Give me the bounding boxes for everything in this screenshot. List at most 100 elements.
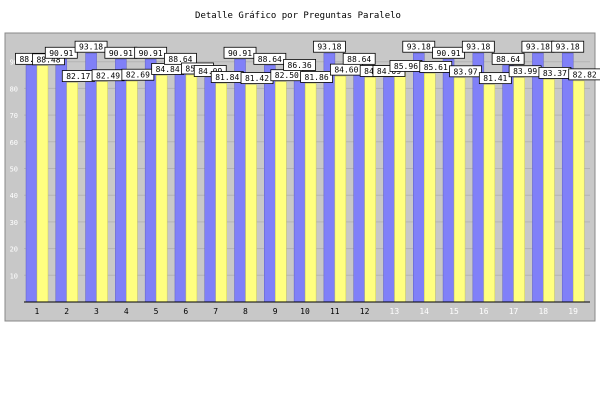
data-label: 85.61 [424, 63, 448, 72]
bar-series-a [502, 65, 514, 303]
x-tick-label: 11 [330, 307, 340, 316]
bar-series-a [144, 59, 157, 303]
x-tick-label: 7 [213, 307, 218, 316]
bar-series-a [174, 65, 187, 303]
data-label: 93.18 [466, 43, 490, 52]
bar-series-a [323, 52, 336, 303]
x-tick-label: 16 [479, 307, 489, 316]
data-label-box [551, 40, 585, 53]
data-label: 81.84 [215, 73, 239, 82]
data-label: 82.49 [96, 71, 120, 80]
bars [25, 52, 585, 303]
bar-series-b [304, 83, 317, 303]
bar-series-b [185, 74, 198, 303]
x-tick-label: 6 [183, 307, 188, 316]
data-label-box [164, 52, 197, 65]
data-label: 88.64 [496, 55, 520, 64]
bar-series-a [204, 77, 216, 303]
data-label: 90.91 [437, 49, 461, 58]
y-tick-label: 10 [10, 272, 18, 280]
x-axis-labels: 1 2 3 4 5 6 7 8 9 10 11 12 13 14 15 16 17 18 19 [34, 307, 578, 316]
x-tick-label: 18 [538, 307, 548, 316]
bar-series-b [334, 75, 347, 303]
data-label: 90.91 [139, 49, 163, 58]
data-label: 81.41 [483, 74, 507, 83]
data-label: 88.64 [19, 55, 43, 64]
data-label: 84.09 [377, 67, 401, 76]
data-label-box [491, 52, 525, 65]
bar-series-b [96, 81, 108, 303]
data-label-box [253, 52, 287, 65]
bar-series-b [155, 75, 168, 303]
bar-series-b [215, 83, 227, 303]
y-axis: 10 20 30 40 50 60 70 80 90 [10, 59, 18, 281]
data-label: 88.64 [168, 55, 192, 64]
bar-series-b [36, 65, 49, 303]
bar-series-b [513, 77, 525, 303]
data-label-box [312, 40, 346, 53]
data-label: 83.99 [513, 67, 537, 76]
x-tick-label: 10 [300, 307, 310, 316]
data-label: 88.64 [347, 55, 371, 64]
x-tick-label: 9 [273, 307, 278, 316]
data-label: 82.82 [573, 70, 597, 79]
y-tick-label: 80 [10, 85, 18, 93]
data-label: 93.18 [317, 43, 341, 52]
data-label: 88.48 [36, 55, 60, 64]
y-tick-label: 30 [10, 219, 18, 227]
y-tick-label: 20 [10, 246, 18, 254]
x-tick-label: 3 [94, 307, 99, 316]
x-tick-label: 4 [124, 307, 129, 316]
bar-series-a [234, 59, 246, 303]
bar-series-a [442, 59, 455, 303]
bar-series-b [126, 80, 138, 303]
data-label-box [449, 65, 482, 78]
x-tick-label: 8 [243, 307, 248, 316]
x-tick-label: 14 [419, 307, 429, 316]
chart-title: Detalle Gráfico por Preguntas Paralelo [195, 11, 401, 21]
x-tick-label: 1 [34, 307, 39, 316]
data-label-box [432, 46, 465, 59]
data-label: 82.50 [275, 71, 299, 80]
x-tick-label: 15 [449, 307, 459, 316]
data-label-box [193, 65, 227, 77]
bar-series-b [275, 81, 287, 303]
bar-series-b [66, 82, 79, 303]
data-label: 86.36 [288, 61, 312, 70]
y-tick-label: 60 [10, 139, 18, 147]
bar-series-a [413, 52, 425, 303]
data-label-box [402, 40, 436, 53]
x-tick-label: 12 [360, 307, 370, 316]
data-label: 81.86 [305, 73, 329, 82]
bar-series-b [364, 77, 376, 303]
data-label: 83.37 [543, 69, 567, 78]
data-label-box [44, 46, 78, 59]
bar-series-a [55, 59, 68, 303]
data-label-box [283, 59, 317, 71]
y-tick-label: 90 [10, 59, 18, 67]
data-label: 81.42 [245, 74, 269, 83]
y-tick-label: 40 [10, 192, 18, 200]
bar-series-a [561, 52, 574, 303]
data-label: 83.97 [454, 67, 478, 76]
data-label: 88.64 [258, 55, 282, 64]
bar-series-b [424, 73, 436, 303]
data-label: 93.18 [79, 43, 103, 52]
y-tick-label: 70 [10, 112, 18, 120]
data-label: 90.91 [228, 49, 252, 58]
data-label: 90.91 [49, 49, 73, 58]
data-label: 82.69 [126, 71, 150, 80]
bar-series-a [115, 59, 127, 303]
bar-series-a [383, 77, 395, 303]
bar-series-b [483, 84, 496, 303]
data-label-box [74, 40, 108, 53]
bar-series-a [293, 71, 306, 303]
x-tick-label: 5 [154, 307, 159, 316]
data-label: 90.91 [109, 49, 133, 58]
data-label-box [568, 68, 600, 81]
x-tick-label: 2 [64, 307, 69, 316]
x-tick-label: 13 [390, 307, 400, 316]
data-label: 85.96 [394, 62, 418, 71]
data-label: 82.17 [66, 72, 90, 81]
